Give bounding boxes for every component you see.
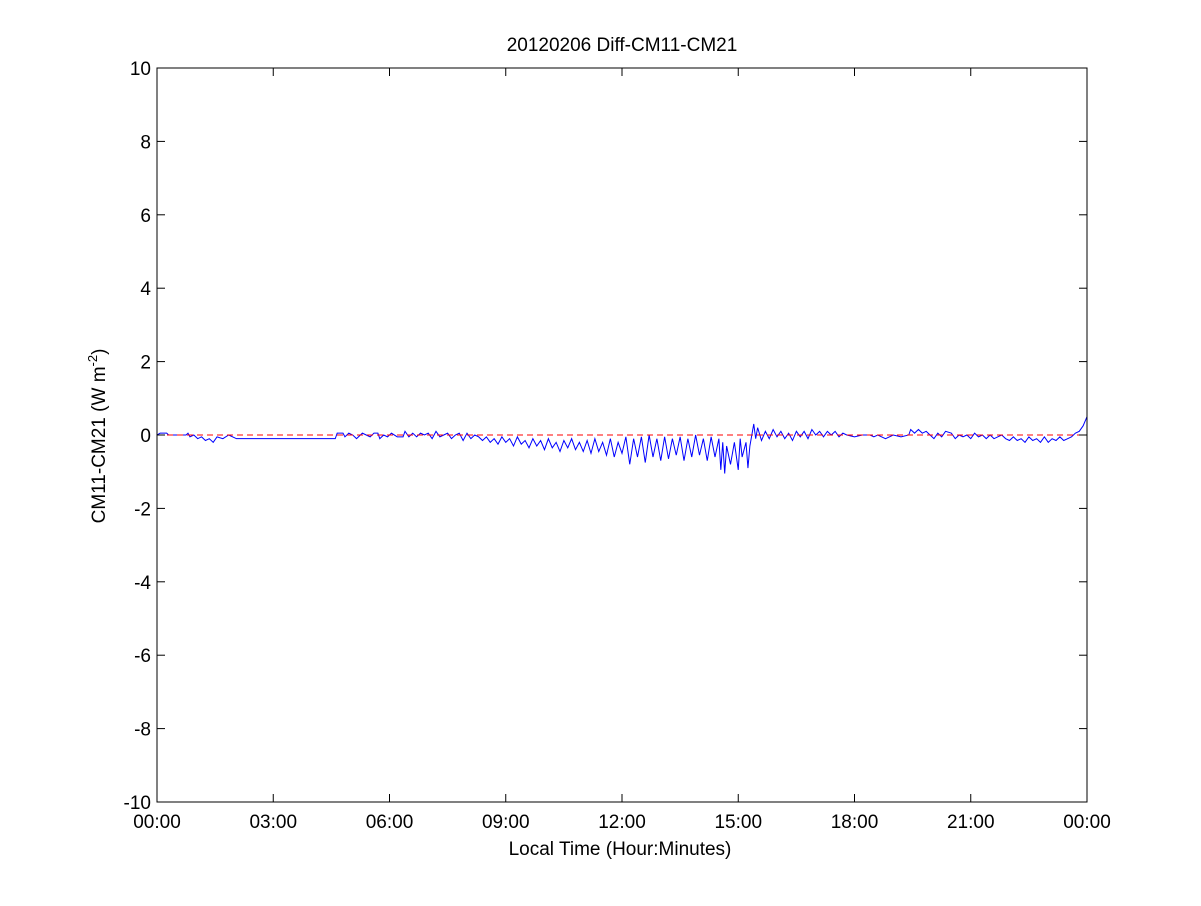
x-tick-label: 00:00 bbox=[133, 812, 181, 833]
x-tick-label: 00:00 bbox=[1063, 812, 1111, 833]
x-axis: 00:00 03:00 06:00 09:00 12:00 15:00 18:00 21:00… bbox=[133, 68, 1111, 833]
y-tick-label: -6 bbox=[134, 646, 151, 667]
chart-title: 20120206 Diff-CM11-CM21 bbox=[507, 35, 738, 56]
x-tick-label: 15:00 bbox=[714, 812, 762, 833]
y-axis: 10 8 6 4 2 0 -2 -4 -6 -8 -10 bbox=[124, 59, 1087, 814]
y-tick-label: -4 bbox=[134, 573, 151, 594]
y-tick-label: 2 bbox=[140, 353, 151, 374]
y-axis-label-main: CM11-CM21 (W m bbox=[89, 366, 110, 523]
data-layer bbox=[156, 416, 1088, 474]
x-tick-label: 09:00 bbox=[482, 812, 530, 833]
y-tick-label: 8 bbox=[140, 132, 151, 153]
x-tick-label: 03:00 bbox=[249, 812, 297, 833]
y-axis-label-suffix: ) bbox=[89, 349, 110, 355]
y-tick-label: 10 bbox=[130, 59, 151, 80]
y-tick-label: 4 bbox=[140, 279, 151, 300]
y-tick-label: 6 bbox=[140, 206, 151, 227]
x-tick-label: 12:00 bbox=[598, 812, 646, 833]
y-axis-label-exponent: -2 bbox=[85, 355, 100, 367]
y-tick-label: -2 bbox=[134, 499, 151, 520]
y-axis-label: CM11-CM21 (W m-2) bbox=[85, 349, 110, 524]
x-tick-label: 06:00 bbox=[366, 812, 414, 833]
y-tick-label: -8 bbox=[134, 720, 151, 741]
x-tick-label: 18:00 bbox=[831, 812, 879, 833]
x-axis-label: Local Time (Hour:Minutes) bbox=[509, 839, 732, 860]
x-tick-label: 21:00 bbox=[947, 812, 995, 833]
y-tick-label: 0 bbox=[140, 426, 151, 447]
data-series-line bbox=[156, 416, 1088, 474]
y-tick-label: -10 bbox=[124, 793, 151, 814]
